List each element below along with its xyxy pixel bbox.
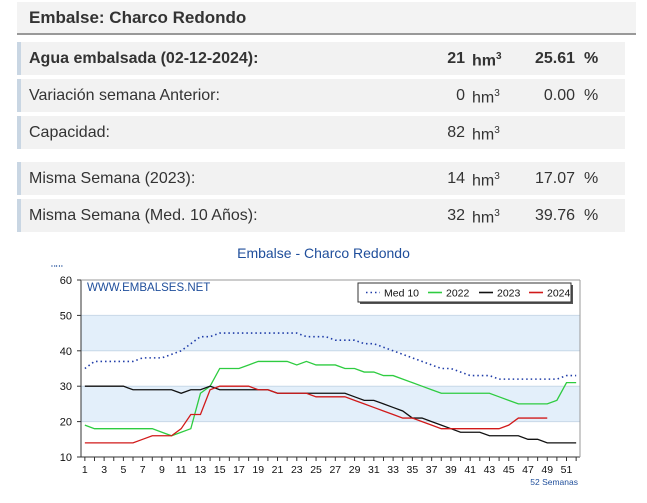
y-tick-label: 50 xyxy=(60,310,72,322)
x-tick-label: 5 xyxy=(120,464,126,476)
row-label: Capacidad: xyxy=(29,124,110,141)
x-tick-label: 1 xyxy=(82,464,88,476)
chart-title: Embalse - Charco Redondo xyxy=(237,245,410,261)
x-tick-label: 29 xyxy=(349,464,361,476)
x-tick-label: 41 xyxy=(464,464,476,476)
row-unit: hm3 xyxy=(472,51,502,70)
shaded-band xyxy=(81,386,580,422)
x-axis-label: 52 Semanas xyxy=(530,477,578,487)
x-tick-label: 27 xyxy=(329,464,341,476)
y-tick-label: 40 xyxy=(60,346,72,358)
x-tick-label: 9 xyxy=(159,464,165,476)
row-value: 32 xyxy=(447,207,465,224)
percent-sign: % xyxy=(584,87,599,104)
x-tick-label: 7 xyxy=(140,464,146,476)
x-tick-label: 17 xyxy=(233,464,245,476)
y-tick-label: 60 xyxy=(60,275,72,287)
x-tick-label: 19 xyxy=(252,464,264,476)
series-line-2024 xyxy=(84,385,548,444)
x-tick-label: 3 xyxy=(101,464,107,476)
percent-sign: % xyxy=(584,50,599,67)
row-label: Variación semana Anterior: xyxy=(29,87,220,104)
weekly-variation-row: Variación semana Anterior: 0 hm3 0.00 % xyxy=(17,79,625,112)
row-label: Misma Semana (2023): xyxy=(29,170,196,187)
y-tick-label: 10 xyxy=(60,452,72,464)
series-line-2023 xyxy=(84,385,577,444)
legend-label: 2023 xyxy=(497,288,521,300)
row-label: Misma Semana (Med. 10 Años): xyxy=(29,207,258,224)
stored-water-row: Agua embalsada (02-12-2024): 21 hm3 25.6… xyxy=(17,42,625,75)
x-tick-label: 35 xyxy=(407,464,419,476)
legend-label: Med 10 xyxy=(384,288,419,300)
x-tick-label: 31 xyxy=(368,464,380,476)
x-tick-label: 39 xyxy=(445,464,457,476)
x-tick-label: 37 xyxy=(426,464,438,476)
percent-sign: % xyxy=(584,207,599,224)
x-tick-label: 13 xyxy=(195,464,207,476)
row-value: 21 xyxy=(447,50,465,67)
plot-background xyxy=(81,280,580,457)
capacity-row: Capacidad: 82 hm3 xyxy=(17,116,625,149)
y-tick-label: 20 xyxy=(60,417,72,429)
x-tick-label: 33 xyxy=(387,464,399,476)
x-tick-label: 25 xyxy=(310,464,322,476)
x-tick-label: 51 xyxy=(561,464,573,476)
legend-label: 2024 xyxy=(547,288,571,300)
row-unit: hm3 xyxy=(472,171,500,190)
row-value: 14 xyxy=(447,170,465,187)
series-line-2022 xyxy=(84,360,577,437)
legend-label: 2022 xyxy=(446,288,470,300)
y-tick-label: 30 xyxy=(60,381,72,393)
y-axis-label: hm3 xyxy=(51,265,67,269)
x-tick-label: 43 xyxy=(484,464,496,476)
x-tick-label: 21 xyxy=(272,464,284,476)
shaded-band xyxy=(81,315,580,351)
page-title: Embalse: Charco Redondo xyxy=(29,8,247,27)
row-percent: 17.07 xyxy=(534,170,575,187)
same-week-2023-row: Misma Semana (2023): 14 hm3 17.07 % xyxy=(17,162,625,195)
x-tick-label: 15 xyxy=(214,464,226,476)
row-unit: hm3 xyxy=(472,88,500,107)
row-percent: 0.00 xyxy=(543,87,575,104)
legend xyxy=(357,282,572,303)
row-unit: hm3 xyxy=(472,208,500,227)
row-percent: 39.76 xyxy=(534,207,575,224)
same-week-10yr-avg-row: Misma Semana (Med. 10 Años): 32 hm3 39.7… xyxy=(17,199,625,232)
reservoir-header: Embalse: Charco Redondo xyxy=(17,2,636,35)
x-tick-label: 49 xyxy=(541,464,553,476)
x-tick-label: 47 xyxy=(522,464,534,476)
x-tick-label: 45 xyxy=(503,464,515,476)
x-tick-label: 23 xyxy=(291,464,303,476)
percent-sign: % xyxy=(584,170,599,187)
row-unit: hm3 xyxy=(472,125,500,144)
row-value: 82 xyxy=(447,124,465,141)
x-tick-label: 11 xyxy=(176,464,187,476)
row-percent: 25.61 xyxy=(534,50,575,67)
row-value: 0 xyxy=(456,87,465,104)
row-label: Agua embalsada (02-12-2024): xyxy=(29,50,259,67)
watermark: WWW.EMBALSES.NET xyxy=(87,282,210,294)
